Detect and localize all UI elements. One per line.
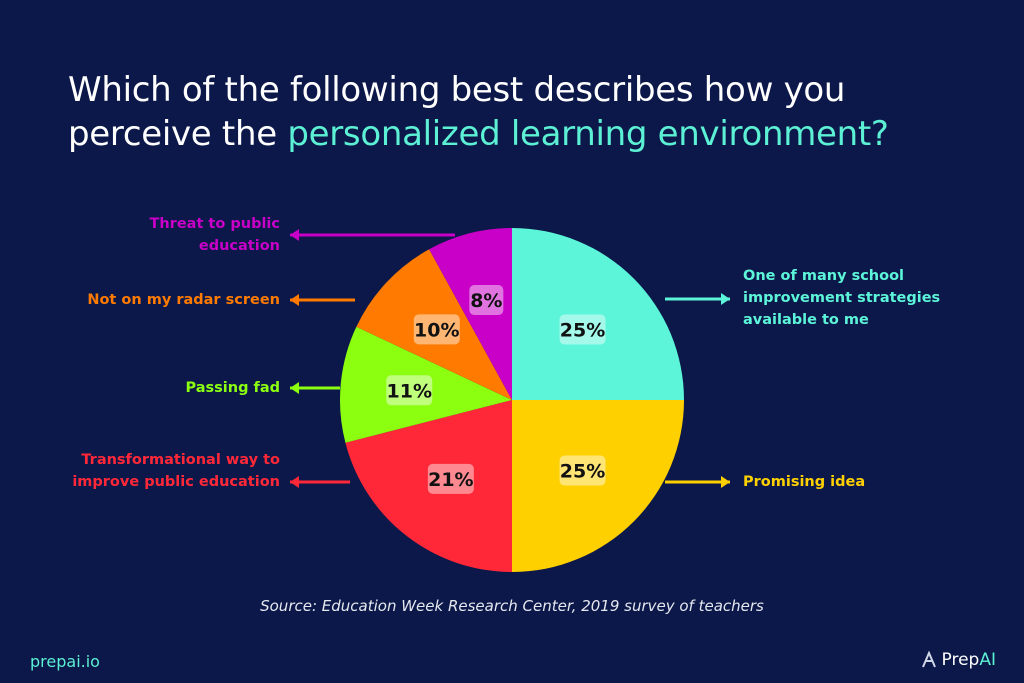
slice-label: Promising idea: [743, 474, 866, 490]
value-label-bg: [559, 314, 606, 345]
source-note: Source: Education Week Research Center, …: [260, 597, 764, 615]
pie-slice: [356, 249, 512, 400]
slice-label: Not on my radar screen: [87, 292, 280, 308]
arrow-head: [721, 293, 730, 305]
title-text: Which of the following best describes ho…: [68, 70, 846, 154]
value-label: 8%: [470, 290, 502, 312]
slice-label: Threat to public education: [149, 216, 280, 254]
pie-slice: [429, 228, 512, 400]
arrow-head: [290, 294, 299, 306]
value-label-bg: [386, 375, 433, 406]
value-label-bg: [413, 314, 460, 345]
value-label: 11%: [387, 380, 432, 402]
slice-label: One of many school improvement strategie…: [743, 268, 941, 328]
logo-text: Prep: [941, 650, 980, 670]
value-label: 21%: [428, 469, 473, 491]
prepai-logo: PrepAI: [921, 650, 996, 670]
slice-label: Passing fad: [185, 380, 280, 396]
arrow-head: [290, 229, 299, 241]
pie-slice: [512, 400, 684, 572]
arrow-head: [721, 476, 730, 488]
slice-label: Transformational way to improve public e…: [72, 452, 280, 490]
site-link[interactable]: prepai.io: [30, 652, 100, 671]
value-label-bg: [559, 455, 606, 486]
logo-text-ai: AI: [979, 650, 996, 670]
chart-title: Which of the following best describes ho…: [68, 68, 988, 156]
value-label-bg: [469, 285, 504, 316]
value-label: 25%: [560, 461, 605, 483]
arrow-head: [290, 382, 299, 394]
arrow-head: [290, 476, 299, 488]
value-label: 25%: [560, 319, 605, 341]
title-highlight: personalized learning environment?: [287, 114, 889, 154]
pie-slice: [512, 228, 684, 400]
value-label-bg: [427, 463, 474, 494]
pie-slice: [345, 400, 512, 572]
value-label: 10%: [414, 319, 459, 341]
prepai-logo-icon: [921, 651, 936, 668]
pie-slice: [340, 326, 512, 443]
